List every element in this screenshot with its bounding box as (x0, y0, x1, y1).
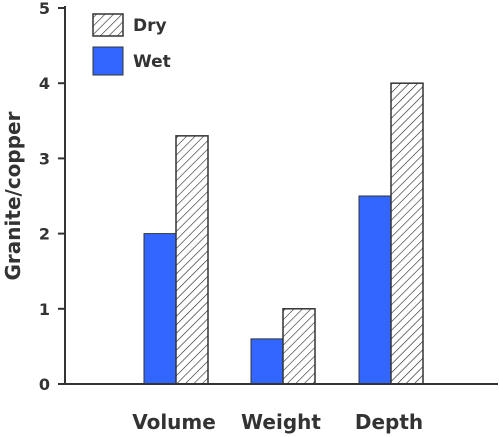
bars (143, 82, 424, 385)
y-tick-label: 4 (39, 74, 50, 93)
legend: Dry Wet (92, 13, 171, 76)
bar-dry-volume (175, 135, 209, 385)
bar-wet-volume (143, 233, 177, 385)
legend-swatch-wet (92, 46, 124, 76)
y-tick-label: 5 (39, 0, 50, 18)
category-label-volume: Volume (132, 410, 216, 434)
category-labels: Volume Weight Depth (132, 410, 423, 434)
y-tick-label: 3 (39, 149, 50, 168)
bar-wet-depth (358, 195, 392, 385)
y-axis-ticks: 0 1 2 3 4 5 (39, 0, 65, 394)
y-tick-label: 0 (39, 375, 50, 394)
bar-dry-weight (282, 308, 316, 385)
bar-wet-weight (250, 338, 284, 385)
legend-swatch-dry (92, 13, 124, 37)
legend-label-dry: Dry (133, 16, 167, 36)
y-tick-label: 1 (39, 300, 50, 319)
bar-dry-depth (390, 82, 424, 385)
category-label-depth: Depth (355, 410, 423, 434)
y-tick-label: 2 (39, 225, 50, 244)
legend-label-wet: Wet (133, 52, 171, 72)
y-axis-title: Granite/copper (1, 111, 25, 280)
category-label-weight: Weight (241, 410, 321, 434)
